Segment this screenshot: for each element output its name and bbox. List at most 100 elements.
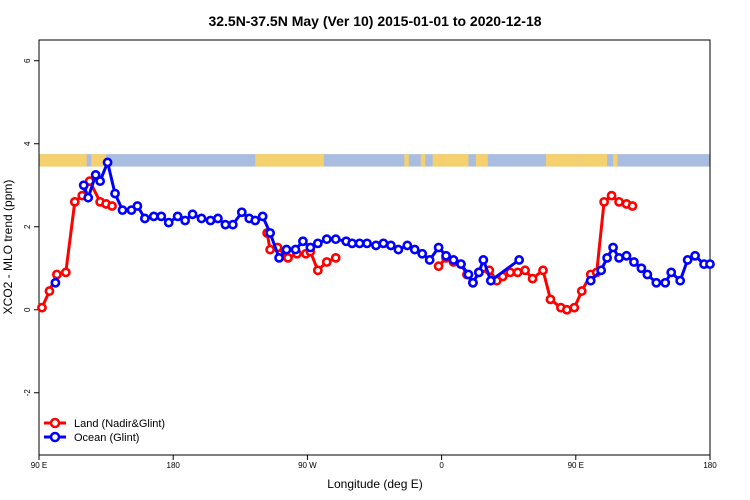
- ocean-point: [213, 213, 223, 224]
- land-band: [578, 154, 608, 167]
- x-tick-label: 180: [167, 461, 181, 470]
- ocean-point: [675, 275, 686, 286]
- ocean-point: [156, 211, 167, 222]
- legend-ocean-marker: [49, 431, 61, 443]
- y-tick-label: -2: [23, 389, 32, 397]
- x-tick-label: 90 E: [31, 461, 47, 470]
- land-band: [404, 154, 409, 167]
- land-band: [91, 154, 107, 167]
- y-tick-label: 0: [23, 307, 32, 312]
- ocean-point: [50, 277, 61, 288]
- ocean-point: [468, 277, 478, 288]
- land-point: [433, 261, 444, 272]
- land-point: [60, 267, 71, 278]
- land-point: [330, 252, 341, 263]
- ocean-point: [236, 207, 247, 218]
- ocean-point: [629, 257, 639, 267]
- ocean-point: [132, 201, 143, 211]
- ocean-point: [330, 234, 341, 245]
- ocean-point: [651, 277, 662, 288]
- ocean-point: [621, 250, 632, 261]
- ocean-band: [39, 154, 710, 167]
- ocean-point: [514, 255, 525, 265]
- ocean-point: [463, 269, 474, 280]
- ocean-point: [312, 238, 323, 249]
- ocean-point: [378, 238, 389, 249]
- y-tick-label: 6: [23, 58, 32, 63]
- legend-land-marker: [49, 417, 61, 429]
- ocean-point: [180, 215, 191, 226]
- ocean-point: [424, 255, 435, 265]
- ocean-point: [441, 250, 451, 261]
- land-point: [627, 201, 638, 211]
- ocean-point: [220, 219, 231, 230]
- land-point: [107, 201, 117, 211]
- ocean-series: [50, 157, 715, 288]
- ocean-point: [485, 275, 496, 286]
- land-point: [527, 273, 538, 284]
- x-tick-label: 0: [439, 461, 444, 470]
- ocean-point: [163, 217, 174, 228]
- ocean-point: [139, 213, 150, 224]
- ocean-point: [172, 211, 183, 222]
- land-ocean-strip: [39, 154, 710, 167]
- ocean-point: [250, 215, 261, 226]
- ocean-point: [110, 188, 120, 199]
- ocean-point: [298, 236, 308, 247]
- land-series: [37, 176, 638, 315]
- land-band: [545, 154, 579, 167]
- ocean-point: [205, 215, 216, 226]
- x-axis-label: Longitude (deg E): [327, 477, 422, 491]
- land-point: [321, 257, 332, 267]
- ocean-point: [682, 255, 693, 265]
- ocean-point: [690, 250, 700, 261]
- land-point: [606, 190, 617, 201]
- ocean-point: [433, 242, 444, 253]
- x-axis: 90 E 180 90 W 0 90 E 180: [31, 455, 717, 470]
- ocean-point: [705, 259, 715, 269]
- ocean-point: [305, 242, 316, 253]
- ocean-point: [362, 238, 372, 249]
- land-band: [255, 154, 324, 167]
- legend-land-label: Land (Nadir&Glint): [74, 418, 165, 430]
- ocean-point: [95, 176, 106, 186]
- y-tick-label: 4: [23, 141, 32, 146]
- y-axis: -2 0 2 4 6: [23, 58, 39, 396]
- land-band: [613, 154, 618, 167]
- ocean-point: [281, 244, 292, 255]
- legend-ocean-label: Ocean (Glint): [74, 432, 139, 444]
- ocean-point: [666, 267, 677, 278]
- y-tick-label: 2: [23, 224, 32, 229]
- series-layer: [37, 157, 715, 315]
- y-axis-label: XCO2 - MLO trend (ppm): [1, 180, 15, 315]
- land-point: [520, 265, 531, 276]
- land-point: [265, 244, 276, 255]
- chart-title: 32.5N-37.5N May (Ver 10) 2015-01-01 to 2…: [208, 13, 541, 29]
- ocean-point: [473, 267, 484, 278]
- land-point: [538, 265, 548, 276]
- legend: Land (Nadir&Glint) Ocean (Glint): [44, 417, 165, 444]
- ocean-point: [347, 238, 358, 249]
- ocean-point: [83, 192, 94, 203]
- ocean-point: [227, 219, 238, 230]
- x-tick-label: 180: [703, 461, 717, 470]
- ocean-point: [636, 263, 647, 274]
- ocean-point: [78, 180, 89, 191]
- land-point: [69, 196, 80, 207]
- land-point: [569, 302, 580, 313]
- land-band: [441, 154, 469, 167]
- land-point: [51, 269, 62, 280]
- land-band: [432, 154, 442, 167]
- ocean-point: [148, 211, 159, 222]
- ocean-point: [354, 238, 365, 249]
- ocean-point: [614, 252, 624, 263]
- ocean-point: [187, 209, 198, 220]
- ocean-point: [257, 211, 268, 222]
- plot-frame: [38, 39, 711, 456]
- land-point: [44, 286, 55, 296]
- land-band: [420, 154, 426, 167]
- land-point: [561, 304, 572, 315]
- x-tick-label: 90 E: [568, 461, 584, 470]
- ocean-point: [417, 248, 428, 259]
- ocean-point: [386, 240, 396, 251]
